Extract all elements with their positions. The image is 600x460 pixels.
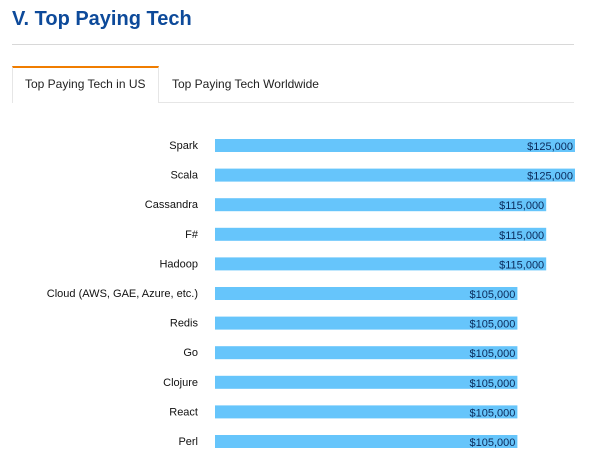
- bar-0: [215, 139, 575, 152]
- page-title: V. Top Paying Tech: [12, 8, 192, 30]
- bar-2: [215, 198, 547, 212]
- value-label: $125,000: [527, 141, 573, 153]
- value-label: $105,000: [470, 407, 516, 419]
- tab-bar: Top Paying Tech in US Top Paying Tech Wo…: [12, 66, 574, 103]
- category-label: Go: [183, 347, 198, 359]
- category-label: Perl: [178, 436, 198, 448]
- bar-10: [215, 435, 518, 448]
- tab-top-paying-worldwide[interactable]: Top Paying Tech Worldwide: [172, 77, 319, 91]
- bar-8: [215, 375, 518, 389]
- value-label: $115,000: [499, 230, 544, 242]
- value-label: $105,000: [470, 437, 516, 449]
- category-label: Hadoop: [159, 258, 198, 270]
- value-label: $105,000: [470, 348, 516, 360]
- bar-4: [215, 257, 547, 271]
- value-label: $105,000: [470, 319, 516, 331]
- tab-top-paying-us[interactable]: Top Paying Tech in US: [12, 66, 159, 103]
- category-label: React: [169, 406, 198, 418]
- bar-1: [215, 168, 575, 182]
- bar-3: [215, 227, 547, 241]
- bar-9: [215, 405, 518, 419]
- value-label: $125,000: [527, 171, 573, 183]
- value-label: $105,000: [470, 378, 516, 390]
- category-label: Scala: [170, 170, 198, 182]
- category-label: Clojure: [163, 377, 198, 389]
- bar-6: [215, 316, 518, 330]
- bar-7: [215, 346, 518, 360]
- category-label: Redis: [170, 318, 199, 330]
- category-label: Spark: [169, 140, 198, 152]
- bar-5: [215, 287, 518, 300]
- divider: [12, 44, 574, 45]
- value-label: $105,000: [470, 289, 516, 301]
- category-label: Cassandra: [145, 199, 199, 211]
- category-label: F#: [185, 229, 199, 241]
- value-label: $115,000: [499, 200, 544, 212]
- value-label: $115,000: [499, 259, 544, 271]
- category-label: Cloud (AWS, GAE, Azure, etc.): [47, 288, 198, 300]
